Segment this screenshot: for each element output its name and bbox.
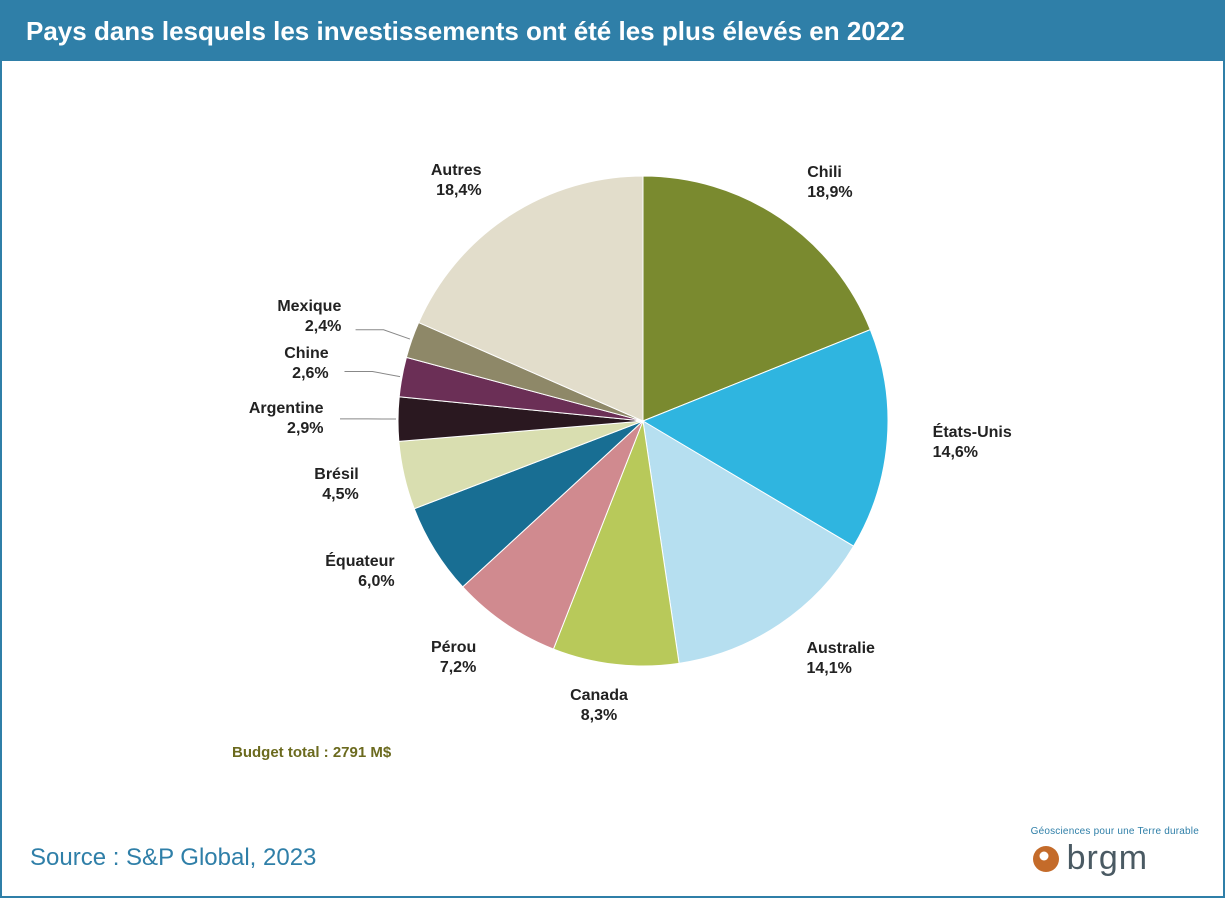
slice-label: Australie14,1% (806, 639, 874, 679)
pie-chart: Chili18,9% États-Unis14,6% Australie14,1% C… (198, 0, 1088, 866)
slice-label: Chili18,9% (807, 163, 852, 203)
slice-label: Chine2,6% (284, 344, 328, 384)
slice-label-name: Équateur (325, 552, 394, 572)
chart-frame: Pays dans lesquels les investissements o… (0, 0, 1225, 898)
slice-label-pct: 18,9% (807, 183, 852, 203)
slice-label-pct: 6,0% (325, 572, 394, 592)
brgm-logo: Géosciences pour une Terre durable brgm (1031, 826, 1199, 878)
logo-name: brgm (1067, 839, 1148, 878)
slice-label-pct: 4,5% (314, 485, 358, 505)
slice-label-pct: 14,1% (806, 659, 874, 679)
slice-label-name: Canada (570, 686, 628, 706)
slice-label-name: Australie (806, 639, 874, 659)
slice-label-name: Pérou (431, 638, 476, 658)
slice-label-pct: 14,6% (933, 443, 1012, 463)
slice-label-name: Autres (431, 161, 482, 181)
slice-label-name: Mexique (277, 297, 341, 317)
slice-label-pct: 18,4% (431, 181, 482, 201)
budget-note: Budget total : 2791 M$ (232, 744, 391, 761)
logo-tagline: Géosciences pour une Terre durable (1031, 826, 1199, 837)
slice-label: Canada8,3% (570, 686, 628, 726)
logo-icon (1031, 844, 1061, 874)
slice-label-name: Brésil (314, 465, 358, 485)
slice-label: Équateur6,0% (325, 552, 394, 592)
slice-label-pct: 2,4% (277, 317, 341, 337)
slice-label-pct: 8,3% (570, 706, 628, 726)
slice-label-pct: 2,9% (249, 419, 324, 439)
slice-label-name: Argentine (249, 399, 324, 419)
slice-label-pct: 7,2% (431, 658, 476, 678)
slice-label: Autres18,4% (431, 161, 482, 201)
leader-line (355, 330, 409, 339)
slice-label: Mexique2,4% (277, 297, 341, 337)
source-line: Source : S&P Global, 2023 (30, 844, 316, 872)
leader-line (344, 372, 400, 377)
slice-label: Brésil4,5% (314, 465, 358, 505)
chart-area: Chili18,9% États-Unis14,6% Australie14,1% C… (2, 61, 1223, 781)
slice-label: Argentine2,9% (249, 399, 324, 439)
slice-label-pct: 2,6% (284, 364, 328, 384)
slice-label: Pérou7,2% (431, 638, 476, 678)
slice-label-name: Chili (807, 163, 852, 183)
slice-label-name: Chine (284, 344, 328, 364)
slice-label-name: États-Unis (933, 423, 1012, 443)
slice-label: États-Unis14,6% (933, 423, 1012, 463)
